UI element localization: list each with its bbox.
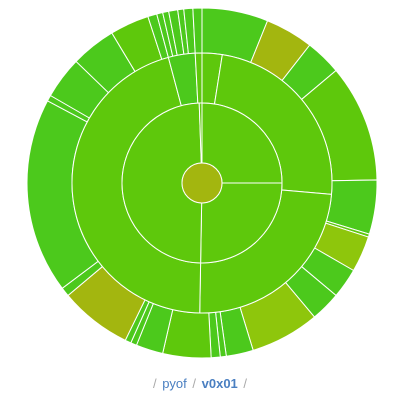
sunburst-rings <box>26 7 378 359</box>
breadcrumb-item-current: v0x01 <box>201 376 238 391</box>
breadcrumb: / pyof / v0x01 / <box>0 376 400 392</box>
breadcrumb-separator: / <box>152 376 157 391</box>
breadcrumb-item-pyof[interactable]: pyof <box>162 376 187 391</box>
breadcrumb-separator: / <box>243 376 248 391</box>
sunburst-center-node[interactable] <box>181 162 223 204</box>
sunburst-chart <box>26 7 378 359</box>
breadcrumb-separator: / <box>192 376 197 391</box>
